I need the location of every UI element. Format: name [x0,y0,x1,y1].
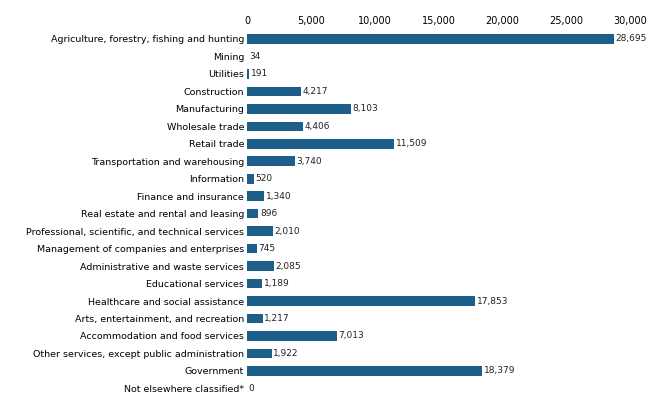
Text: 896: 896 [260,209,278,218]
Text: 4,406: 4,406 [305,122,330,131]
Text: 1,922: 1,922 [273,349,298,358]
Text: 34: 34 [249,52,261,61]
Bar [247,209,259,219]
Bar [247,296,475,306]
Text: 3,740: 3,740 [296,157,322,166]
Text: 11,509: 11,509 [396,139,427,148]
Text: 4,217: 4,217 [302,87,328,96]
Text: 1,189: 1,189 [264,279,289,288]
Bar [247,244,257,254]
Bar [247,261,274,271]
Text: 745: 745 [258,244,275,253]
Text: 17,853: 17,853 [476,297,508,306]
Bar [247,331,337,341]
Bar [247,226,273,236]
Bar [247,349,272,358]
Bar [247,191,264,201]
Text: 1,340: 1,340 [266,192,291,201]
Bar [247,279,262,289]
Bar [247,87,301,96]
Bar [247,122,304,131]
Text: 2,085: 2,085 [275,262,301,271]
Text: 8,103: 8,103 [352,104,378,114]
Text: 0: 0 [248,384,254,393]
Bar [247,366,482,376]
Text: 28,695: 28,695 [616,35,647,44]
Text: 520: 520 [255,174,272,183]
Bar [247,34,614,44]
Bar [247,69,250,79]
Bar [247,174,254,184]
Text: 191: 191 [251,70,268,79]
Bar [247,156,295,166]
Text: 2,010: 2,010 [274,227,300,236]
Bar [247,314,263,323]
Bar [247,139,394,149]
Text: 1,217: 1,217 [264,314,290,323]
Text: 18,379: 18,379 [484,366,515,375]
Bar [247,104,350,114]
Text: 7,013: 7,013 [338,331,364,341]
